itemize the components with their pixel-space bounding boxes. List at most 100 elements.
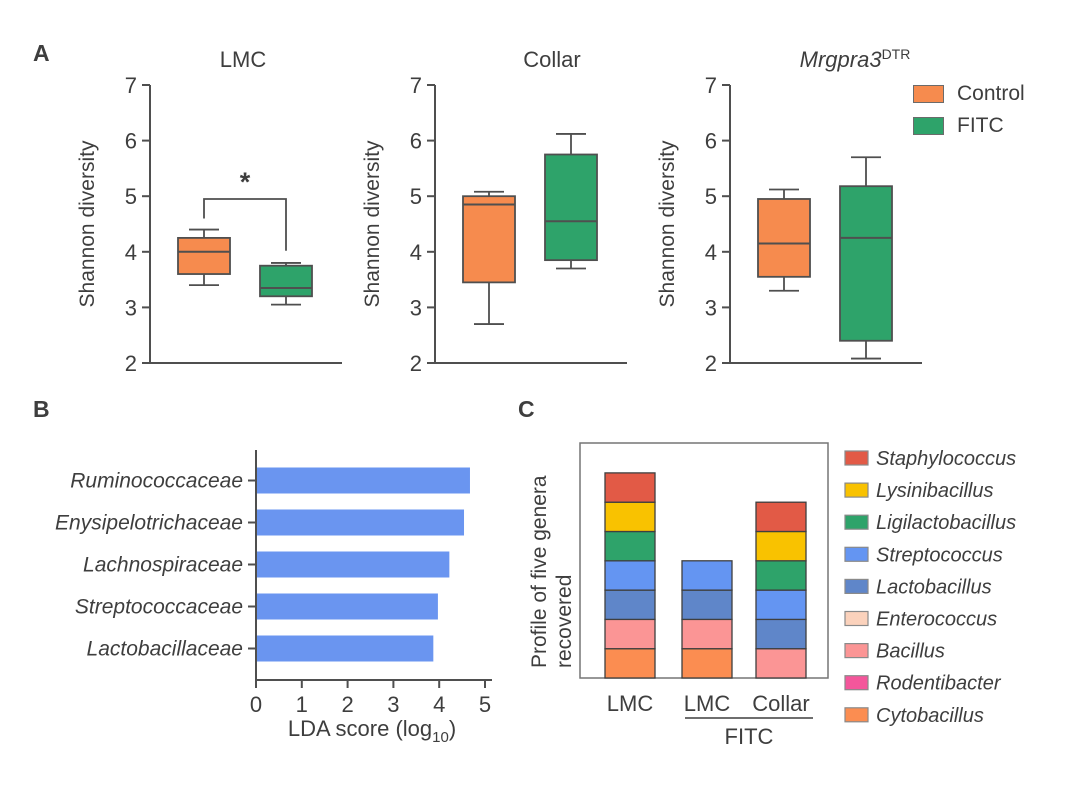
legend-swatch [844,578,869,594]
group-label: FITC [725,724,774,749]
plot-title: Mrgpra3DTR [800,46,911,72]
y-tick-label: 3 [125,295,137,320]
x-tick-label: 1 [296,692,308,717]
legend-swatch [844,675,869,691]
segment-lysinibacillus [755,530,807,562]
legend-label-fitc: FITC [957,114,1004,137]
legend-label: Ligilactobacillus [876,512,1016,534]
control-color-swatch [913,84,944,103]
category-label: Lachnospiraceae [83,554,243,577]
legend-swatch [844,482,869,498]
y-tick-label: 6 [125,129,137,154]
segment-lactobacillus [604,589,656,621]
plot-title: LMC [220,47,267,72]
bar-label: LMC [684,691,731,716]
legend-item-ligilactobacillus: Ligilactobacillus [844,512,1016,534]
box [177,236,231,275]
segment-staphylococcus [604,472,656,503]
y-axis-label-line2: recovered [553,575,576,668]
bar-label: LMC [607,691,654,716]
stacked-bar-collar-fitc [755,501,807,679]
legend-label: Streptococcus [876,544,1003,566]
boxplot-lmc: LMC Shannon diversity 2 3 4 5 6 7 * [76,47,342,376]
box [462,195,516,284]
legend-item-cytobacillus: Cytobacillus [844,705,984,727]
box-fitc [259,262,313,306]
legend-label-control: Control [957,82,1025,105]
x-tick-label: 3 [387,692,399,717]
legend-label: Bacillus [876,641,945,663]
segment-bacillus [604,618,656,650]
legend-label: Staphylococcus [876,448,1016,470]
legend-item-control: Control [913,83,1025,104]
x-tick-label: 2 [341,692,353,717]
segment-lysinibacillus [604,501,656,533]
y-tick-label: 5 [410,184,422,209]
x-tick-label: 0 [250,692,262,717]
category-label: Enysipelotrichaceae [55,512,243,535]
legend-item-rodentibacter: Rodentibacter [844,673,1002,695]
stacked-bar-lmc [604,472,656,679]
category-label: Ruminococcaceae [70,470,243,493]
legend-label: Cytobacillus [876,705,984,727]
y-tick-label: 4 [410,240,422,265]
legend-label: Enterococcus [876,609,997,631]
legend-item-enterococcus: Enterococcus [844,609,997,631]
y-tick-label: 7 [125,73,137,98]
y-tick-label: 7 [410,73,422,98]
segment-ligilactobacillus [755,560,807,591]
x-tick-label: 5 [479,692,491,717]
bar-streptococcaceae [257,593,438,620]
segment-streptococcus [604,560,656,591]
segment-staphylococcus [755,501,807,533]
panel-a-legend: Control FITC [913,83,1025,136]
bar-enysipelotrichaceae [257,509,465,536]
y-tick-label: 5 [705,184,717,209]
panel-label-a: A [33,40,50,66]
legend-swatch [844,450,869,466]
y-tick-label: 3 [705,295,717,320]
box-control [462,190,516,325]
y-tick-label: 5 [125,184,137,209]
y-tick-label: 4 [705,240,717,265]
category-label: Streptococcaceae [75,596,243,619]
panel-label-c: C [518,396,535,422]
segment-lactobacillus [681,589,733,621]
y-tick-label: 4 [125,240,137,265]
bar-lachnospiraceae [257,551,450,578]
lda-score-bar-chart: 0 1 2 3 4 5 Ruminococcaceae Enysipelotrichaceae… [55,450,492,746]
segment-cytobacillus [681,648,733,679]
bar-ruminococcaceae [257,467,470,494]
segment-ligilactobacillus [604,530,656,562]
legend-label: Lysinibacillus [876,480,993,502]
boxplot-collar: Collar Shannon diversity 2 3 4 5 6 7 [361,47,627,376]
y-axis-label: Shannon diversity [656,140,679,307]
bar-label: Collar [752,691,809,716]
x-tick-label: 4 [433,692,445,717]
legend-item-streptococcus: Streptococcus [844,544,1003,566]
legend-swatch [844,707,869,723]
legend-item-lysinibacillus: Lysinibacillus [844,480,993,502]
box [839,185,893,342]
box [757,198,811,278]
y-axis-label: Shannon diversity [361,140,384,307]
y-tick-label: 2 [410,351,422,376]
legend-swatch [844,514,869,530]
box-control [757,188,811,292]
y-tick-label: 7 [705,73,717,98]
legend-item-lactobacillus: Lactobacillus [844,576,992,598]
y-tick-label: 2 [125,351,137,376]
segment-streptococcus [755,589,807,621]
legend-swatch [844,610,869,627]
box-fitc [544,133,598,270]
y-tick-label: 2 [705,351,717,376]
segment-bacillus [755,648,807,679]
segment-cytobacillus [604,648,656,679]
y-tick-label: 6 [705,129,717,154]
y-axis-label-line1: Profile of five genera [528,475,551,668]
bar-lactobacillaceae [257,635,434,662]
legend-item-staphylococcus: Staphylococcus [844,448,1016,470]
plot-title: Collar [523,47,580,72]
legend-label: Rodentibacter [876,673,1002,695]
